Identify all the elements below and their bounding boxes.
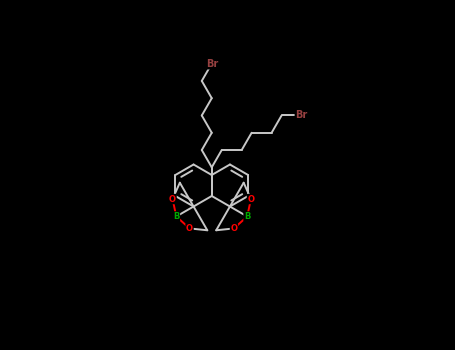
Text: O: O [186, 224, 193, 233]
Text: O: O [169, 195, 176, 203]
Text: Br: Br [295, 111, 308, 120]
Text: O: O [248, 195, 254, 203]
Text: B: B [173, 212, 179, 221]
Text: B: B [244, 212, 250, 221]
Text: Br: Br [206, 59, 218, 69]
Text: O: O [230, 224, 238, 233]
